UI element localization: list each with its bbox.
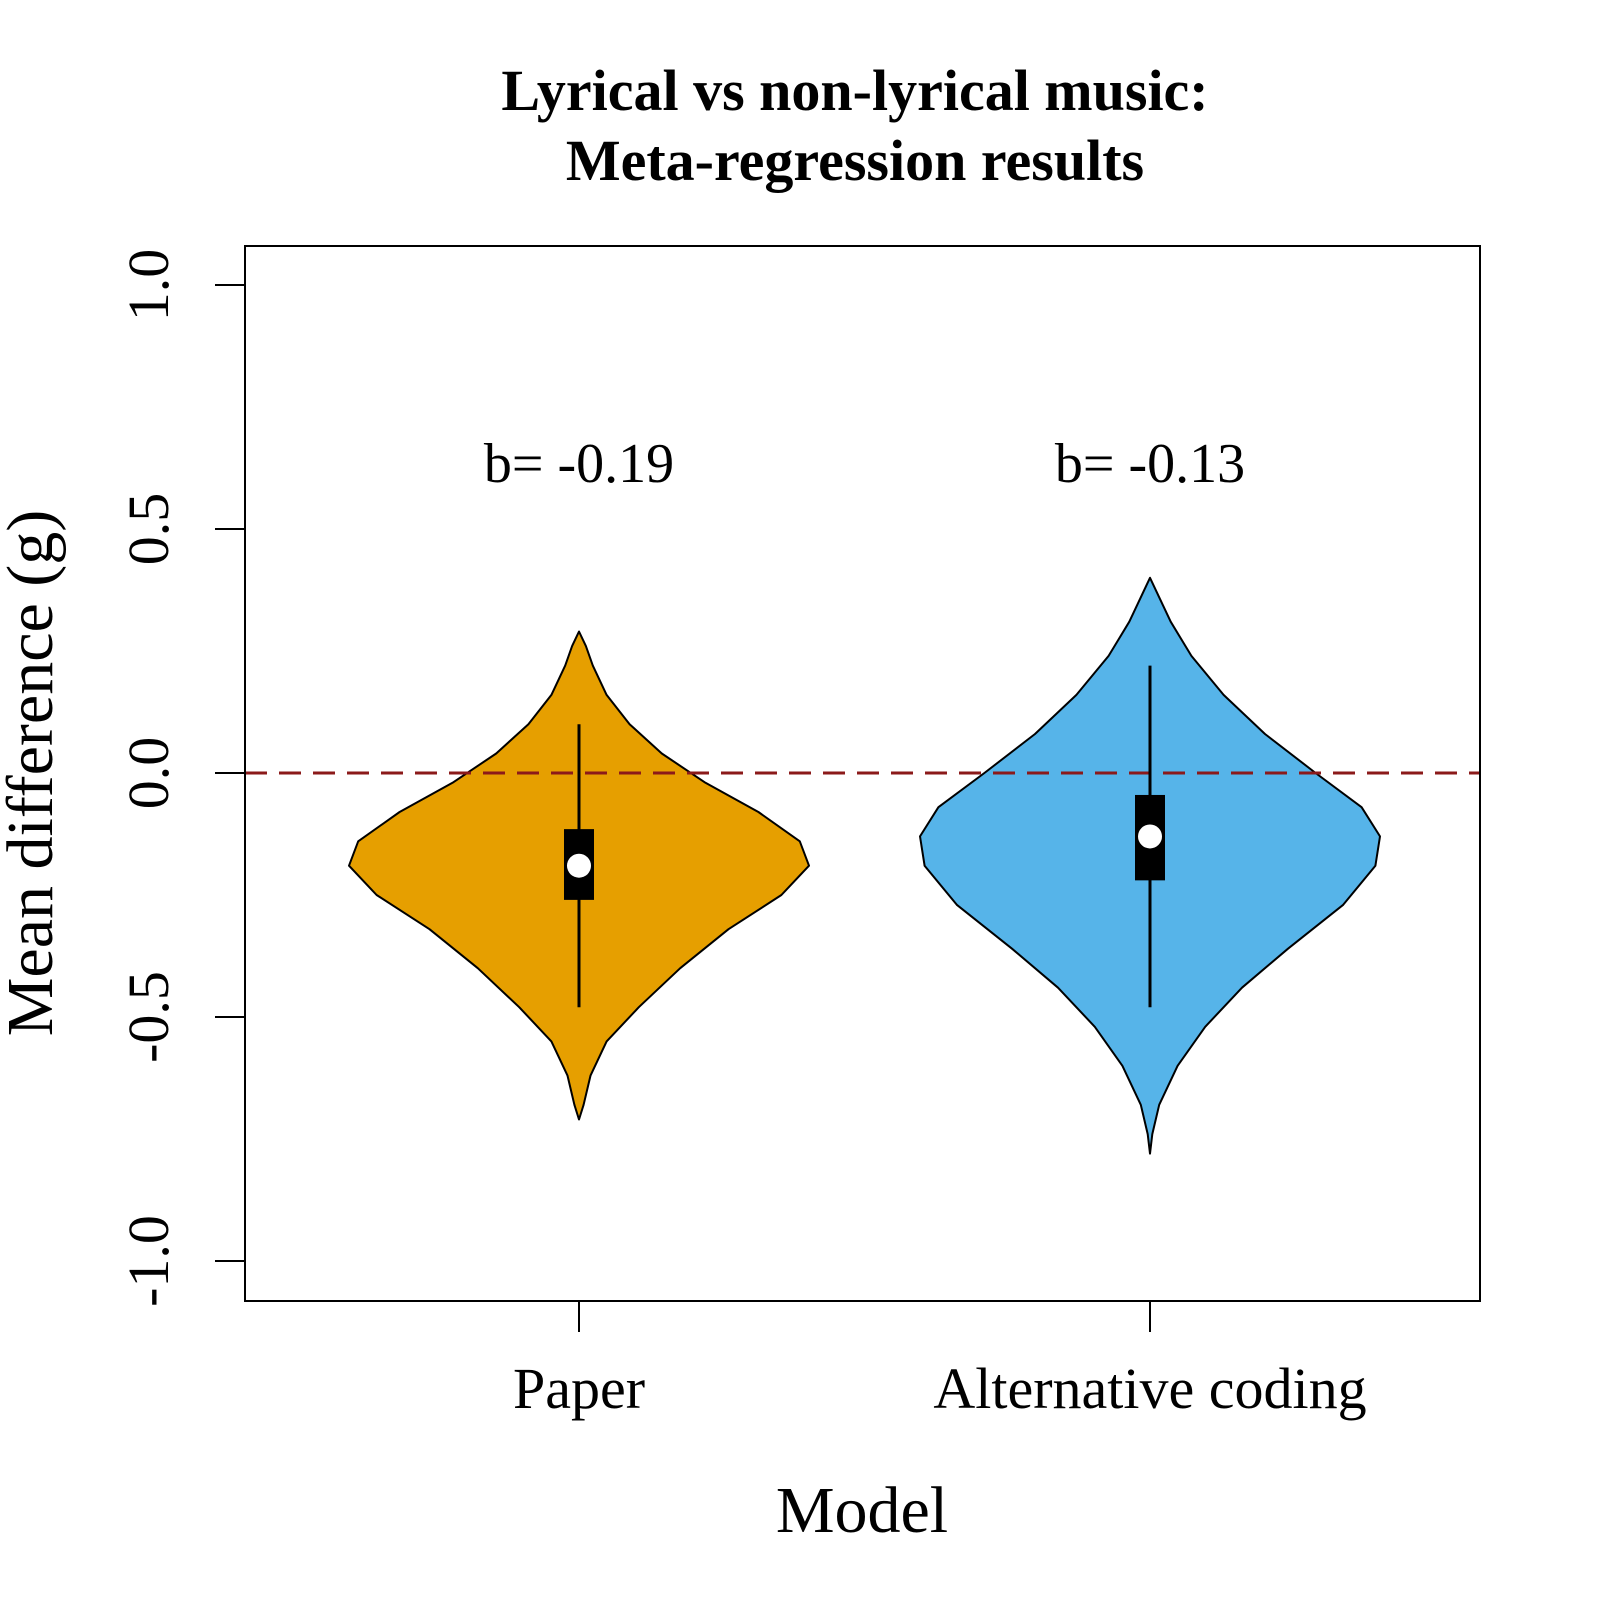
annotation-2: b= -0.13 [1055, 433, 1245, 495]
y-tick-label: 0.0 [116, 737, 181, 810]
y-tick-label: 1.0 [116, 249, 181, 322]
y-axis-label: Mean difference (g) [0, 510, 67, 1037]
chart-title-line-2: Meta-regression results [566, 128, 1144, 193]
x-axis-label: Model [776, 1474, 948, 1547]
x-tick-label: Paper [513, 1356, 645, 1421]
x-axis: Paper Alternative coding [513, 1301, 1367, 1421]
annotation-1: b= -0.19 [484, 433, 674, 495]
chart-title-line-1: Lyrical vs non-lyrical music: [501, 58, 1208, 123]
x-tick-label: Alternative coding [933, 1356, 1366, 1421]
annotation-group: b= -0.19 b= -0.13 [484, 433, 1245, 495]
y-tick-label: -1.0 [116, 1215, 181, 1307]
median-point-1 [567, 853, 591, 878]
y-tick-label: -0.5 [116, 971, 181, 1063]
violin-group [348, 576, 1381, 1155]
y-axis: -1.0 -0.5 0.0 0.5 1.0 [116, 249, 246, 1307]
box-group [564, 665, 1165, 1008]
median-point-2 [1138, 824, 1162, 849]
y-tick-label: 0.5 [116, 493, 181, 566]
